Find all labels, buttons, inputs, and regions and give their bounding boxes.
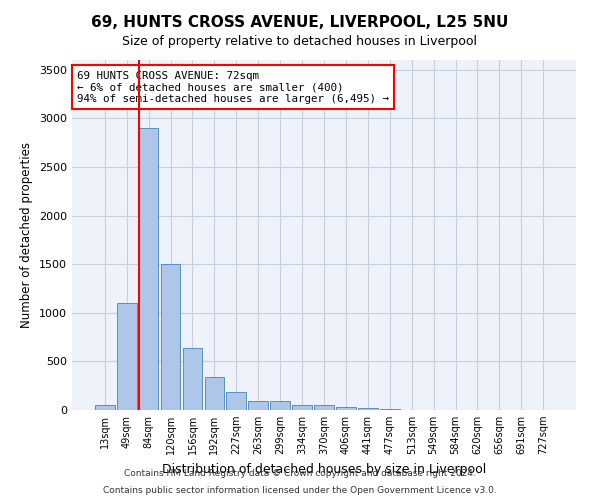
Bar <box>161 264 181 410</box>
Bar <box>226 392 246 410</box>
Y-axis label: Number of detached properties: Number of detached properties <box>20 142 34 328</box>
Bar <box>95 405 115 410</box>
Text: 69 HUNTS CROSS AVENUE: 72sqm
← 6% of detached houses are smaller (400)
94% of se: 69 HUNTS CROSS AVENUE: 72sqm ← 6% of det… <box>77 70 389 104</box>
Text: 69, HUNTS CROSS AVENUE, LIVERPOOL, L25 5NU: 69, HUNTS CROSS AVENUE, LIVERPOOL, L25 5… <box>91 15 509 30</box>
X-axis label: Distribution of detached houses by size in Liverpool: Distribution of detached houses by size … <box>162 462 486 475</box>
Bar <box>205 377 224 410</box>
Text: Contains HM Land Registry data © Crown copyright and database right 2024.: Contains HM Land Registry data © Crown c… <box>124 468 476 477</box>
Bar <box>117 303 137 410</box>
Bar <box>270 401 290 410</box>
Text: Size of property relative to detached houses in Liverpool: Size of property relative to detached ho… <box>122 35 478 48</box>
Bar <box>380 409 400 410</box>
Bar <box>336 407 356 410</box>
Bar <box>248 401 268 410</box>
Bar <box>139 128 158 410</box>
Text: Contains public sector information licensed under the Open Government Licence v3: Contains public sector information licen… <box>103 486 497 495</box>
Bar <box>292 404 312 410</box>
Bar <box>314 405 334 410</box>
Bar <box>358 408 378 410</box>
Bar <box>182 348 202 410</box>
